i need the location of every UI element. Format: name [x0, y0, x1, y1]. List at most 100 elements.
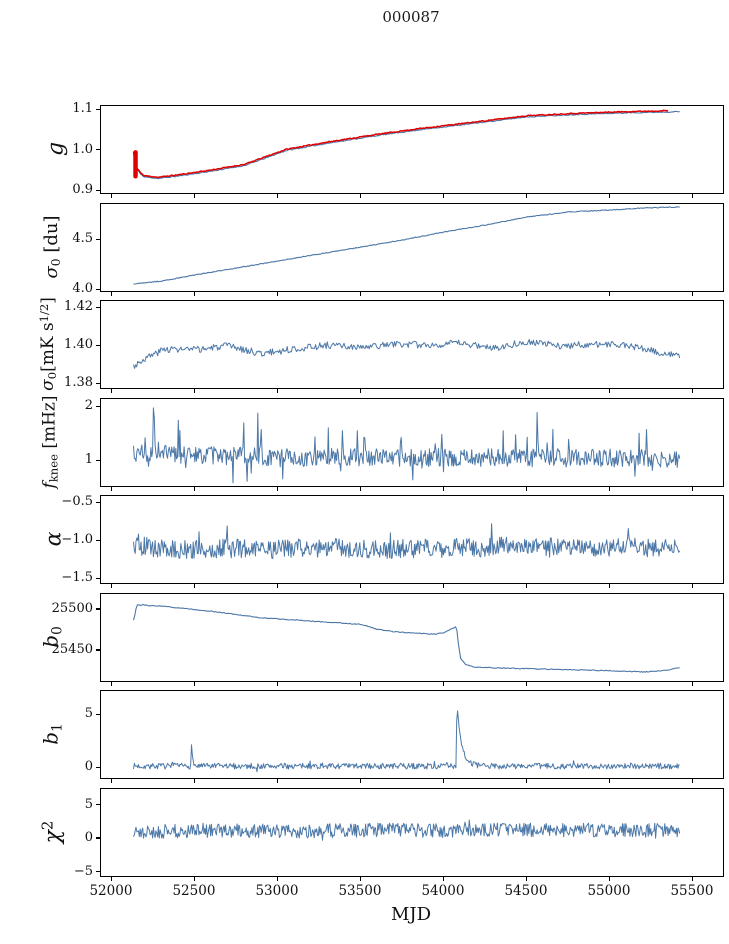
x-tick: [193, 877, 196, 882]
panel-f_knee: [100, 398, 724, 487]
y-tick: [96, 766, 100, 768]
x-tick: [608, 584, 611, 589]
y-tick-label: 0: [84, 830, 93, 846]
x-tick-label: 53500: [338, 883, 382, 899]
y-tick-label: 1.0: [72, 141, 93, 157]
y-tick: [96, 108, 100, 110]
panel-b1: [100, 690, 724, 779]
plot-area-sigma0_du: [133, 206, 680, 285]
x-tick: [608, 389, 611, 394]
x-tick: [276, 292, 279, 297]
y-tick-label: 2: [84, 398, 93, 414]
y-tick-label: 1.38: [64, 375, 93, 391]
x-tick: [359, 584, 362, 589]
y-axis-label-part: ]: [38, 296, 59, 304]
y-tick-label: 4.5: [72, 231, 93, 247]
panel-chi2: [100, 788, 724, 877]
y-tick: [96, 405, 100, 407]
y-axis-label-part: g: [43, 141, 69, 156]
x-tick: [359, 682, 362, 687]
x-tick: [110, 584, 113, 589]
x-tick: [525, 877, 528, 882]
y-axis-label-alpha: α: [42, 531, 67, 546]
x-tick: [691, 194, 694, 199]
x-tick: [525, 292, 528, 297]
x-tick: [442, 194, 445, 199]
x-tick: [276, 194, 279, 199]
x-tick: [193, 779, 196, 784]
y-tick-label: 1.1: [72, 101, 93, 117]
series-b0-blue: [132, 604, 680, 673]
x-tick: [193, 292, 196, 297]
series-f_knee-blue: [133, 407, 681, 484]
plot-area-b1: [133, 710, 680, 773]
x-tick: [442, 779, 445, 784]
plot-area-alpha: [133, 523, 681, 559]
series-g-red: [132, 109, 669, 179]
y-tick-label: 1.42: [64, 299, 93, 315]
series-chi2-blue: [133, 819, 681, 841]
y-tick-label: 4.0: [72, 281, 93, 297]
y-tick: [96, 608, 100, 610]
y-axis-label-part: 2: [38, 820, 57, 830]
panel-sigma0_mK: [100, 300, 724, 389]
y-tick-label: 1.40: [64, 337, 93, 353]
y-axis-label-part: f: [39, 481, 60, 488]
y-axis-label-sigma0_mK: σ0[mK s1/2]: [37, 297, 59, 391]
x-tick: [691, 682, 694, 687]
x-tick-label: 55000: [587, 883, 631, 899]
series-g-blue: [132, 110, 680, 180]
x-tick: [608, 292, 611, 297]
y-axis-label-part: σ: [38, 378, 59, 391]
x-tick: [442, 487, 445, 492]
x-tick: [442, 877, 445, 882]
x-tick: [442, 682, 445, 687]
x-tick: [691, 779, 694, 784]
x-tick: [691, 877, 694, 882]
y-tick: [96, 713, 100, 715]
x-tick: [359, 779, 362, 784]
x-tick-label: 52500: [172, 883, 216, 899]
x-tick: [359, 877, 362, 882]
y-tick-label: 1: [84, 452, 93, 468]
x-tick: [608, 194, 611, 199]
x-tick: [276, 389, 279, 394]
x-tick-label: 55500: [670, 883, 714, 899]
x-tick: [525, 779, 528, 784]
x-tick: [110, 487, 113, 492]
x-tick: [608, 877, 611, 882]
x-tick: [110, 877, 113, 882]
x-tick-label: 52000: [89, 883, 133, 899]
y-axis-label-part: [du]: [40, 215, 62, 258]
x-tick: [193, 584, 196, 589]
y-tick-label: 0: [84, 759, 93, 775]
y-axis-label-b1: b1: [39, 723, 66, 744]
y-axis-label-part: knee: [46, 453, 61, 482]
y-axis-label-part: 1: [49, 722, 66, 732]
series-sigma0_du-blue: [133, 206, 680, 285]
x-tick: [525, 487, 528, 492]
x-tick: [193, 487, 196, 492]
x-tick: [608, 487, 611, 492]
y-axis-label-part: 0: [49, 625, 66, 635]
x-tick: [525, 682, 528, 687]
y-tick: [96, 288, 100, 290]
x-tick: [276, 487, 279, 492]
y-axis-label-part: 1/2: [36, 303, 51, 322]
x-tick: [359, 292, 362, 297]
y-axis-label-part: 0: [45, 371, 60, 379]
y-tick: [96, 837, 100, 839]
x-tick: [276, 682, 279, 687]
x-tick: [110, 389, 113, 394]
plot-area-sigma0_mK: [133, 339, 681, 369]
x-tick: [442, 389, 445, 394]
x-tick: [359, 389, 362, 394]
y-tick-label: −5: [73, 863, 93, 879]
x-tick: [525, 389, 528, 394]
x-tick: [276, 779, 279, 784]
x-tick: [193, 389, 196, 394]
x-tick: [193, 194, 196, 199]
y-axis-label-part: b: [38, 731, 63, 745]
x-tick: [276, 584, 279, 589]
